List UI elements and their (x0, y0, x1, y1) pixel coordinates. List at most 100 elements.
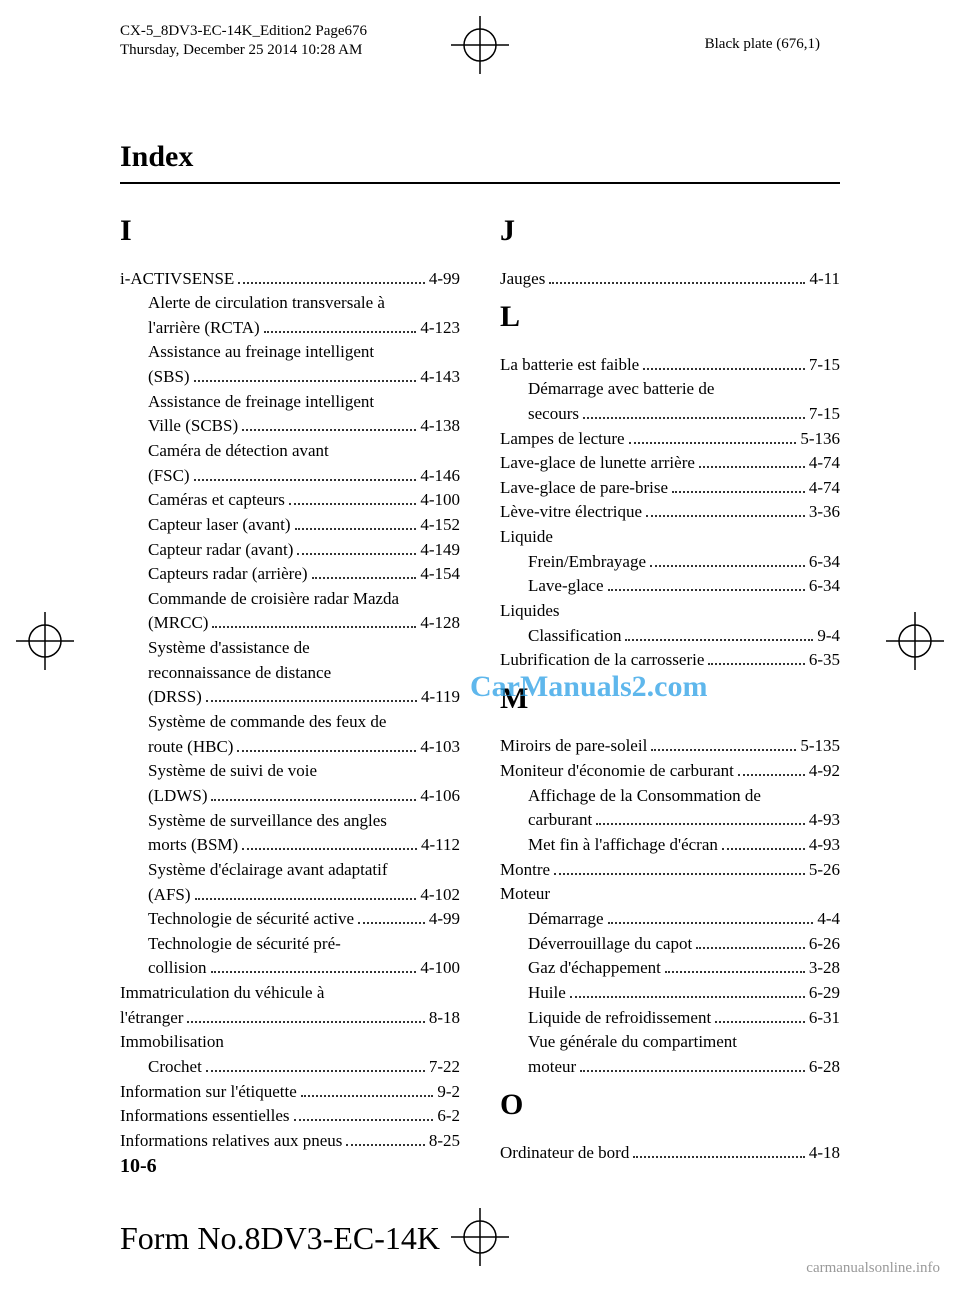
index-entry-page: 4-103 (420, 735, 460, 760)
index-entry-label: Informations relatives aux pneus (120, 1129, 342, 1154)
index-entry: (MRCC) 4-128 (120, 611, 460, 636)
index-entry-label: Liquide de refroidissement (528, 1006, 711, 1031)
index-entry-label: Met fin à l'affichage d'écran (528, 833, 718, 858)
index-entry-page: 5-136 (800, 427, 840, 452)
index-entry-line: Système d'éclairage avant adaptatif (120, 858, 460, 883)
print-header: CX-5_8DV3-EC-14K_Edition2 Page676 Thursd… (120, 22, 367, 60)
index-entry-label: Technologie de sécurité active (148, 907, 354, 932)
leader-dots (650, 555, 805, 566)
leader-dots (297, 543, 416, 554)
index-entry-label: Capteurs radar (arrière) (148, 562, 308, 587)
index-entry-label: Ordinateur de bord (500, 1141, 629, 1166)
index-entry: (DRSS) 4-119 (120, 685, 460, 710)
registration-mark-icon (451, 1208, 509, 1266)
leader-dots (211, 790, 416, 801)
index-entry-label: carburant (528, 808, 592, 833)
index-entry-line: Moteur (500, 882, 840, 907)
leader-dots (212, 617, 416, 628)
index-entry-line: Système d'assistance de (120, 636, 460, 661)
print-header-line2: Thursday, December 25 2014 10:28 AM (120, 41, 367, 60)
index-entry-label: (DRSS) (148, 685, 202, 710)
index-entry-line: Démarrage avec batterie de (500, 377, 840, 402)
index-entry-label: Montre (500, 858, 550, 883)
leader-dots (738, 765, 805, 776)
index-entry-label: (FSC) (148, 464, 190, 489)
index-columns: Ii-ACTIVSENSE 4-99Alerte de circulation … (120, 205, 840, 1166)
index-entry-page: 4-138 (420, 414, 460, 439)
leader-dots (596, 814, 805, 825)
index-entry-label: route (HBC) (148, 735, 233, 760)
index-entry-page: 4-119 (421, 685, 460, 710)
index-entry-label: (LDWS) (148, 784, 207, 809)
index-entry: Lubrification de la carrosserie 6-35 (500, 648, 840, 673)
index-letter: J (500, 209, 840, 253)
index-entry-page: 7-15 (809, 402, 840, 427)
index-entry-page: 4-152 (420, 513, 460, 538)
index-entry-page: 3-28 (809, 956, 840, 981)
index-entry-label: Lave-glace de pare-brise (500, 476, 668, 501)
index-entry: Ville (SCBS) 4-138 (120, 414, 460, 439)
index-entry-page: 4-100 (420, 956, 460, 981)
index-entry-label: Classification (528, 624, 621, 649)
index-entry-page: 4-149 (420, 538, 460, 563)
index-entry-line: reconnaissance de distance (120, 661, 460, 686)
index-entry-page: 9-2 (437, 1080, 460, 1105)
section-title: Index (120, 140, 193, 174)
index-entry-page: 6-34 (809, 550, 840, 575)
index-entry-page: 5-26 (809, 858, 840, 883)
leader-dots (583, 408, 805, 419)
index-entry-label: Caméras et capteurs (148, 488, 285, 513)
leader-dots (358, 913, 425, 924)
leader-dots (294, 1110, 434, 1121)
leader-dots (722, 839, 805, 850)
print-header-line1: CX-5_8DV3-EC-14K_Edition2 Page676 (120, 22, 367, 41)
index-entry-line: Affichage de la Consommation de (500, 784, 840, 809)
leader-dots (346, 1135, 424, 1146)
index-entry: Jauges 4-11 (500, 267, 840, 292)
index-entry: Informations essentielles 6-2 (120, 1104, 460, 1129)
index-entry-page: 4-154 (420, 562, 460, 587)
index-entry-page: 4-146 (420, 464, 460, 489)
index-entry: Déverrouillage du capot 6-26 (500, 932, 840, 957)
index-entry-line: Vue générale du compartiment (500, 1030, 840, 1055)
index-entry-page: 5-135 (800, 734, 840, 759)
index-entry-page: 3-36 (809, 500, 840, 525)
index-letter: L (500, 295, 840, 339)
index-entry: Information sur l'étiquette 9-2 (120, 1080, 460, 1105)
index-entry-page: 4-143 (420, 365, 460, 390)
horizontal-rule (120, 182, 840, 184)
leader-dots (651, 740, 796, 751)
leader-dots (312, 568, 417, 579)
index-entry: Montre 5-26 (500, 858, 840, 883)
index-entry-label: Lave-glace (528, 574, 604, 599)
index-entry: secours 7-15 (500, 402, 840, 427)
index-entry-line: Liquide (500, 525, 840, 550)
index-entry-label: Moniteur d'économie de carburant (500, 759, 734, 784)
index-entry-label: Information sur l'étiquette (120, 1080, 297, 1105)
index-entry-line: Alerte de circulation transversale à (120, 291, 460, 316)
leader-dots (187, 1011, 424, 1022)
index-entry: Capteurs radar (arrière) 4-154 (120, 562, 460, 587)
leader-dots (629, 432, 797, 443)
index-entry: Classification 9-4 (500, 624, 840, 649)
leader-dots (625, 629, 813, 640)
index-entry: l'étranger 8-18 (120, 1006, 460, 1031)
index-entry-label: moteur (528, 1055, 576, 1080)
index-entry: (FSC) 4-146 (120, 464, 460, 489)
index-entry: Frein/Embrayage 6-34 (500, 550, 840, 575)
index-entry-page: 4-11 (809, 267, 840, 292)
index-entry: Lave-glace de pare-brise 4-74 (500, 476, 840, 501)
index-entry-label: Huile (528, 981, 566, 1006)
index-entry-page: 4-100 (420, 488, 460, 513)
index-entry: Lave-glace de lunette arrière 4-74 (500, 451, 840, 476)
index-entry-line: Système de surveillance des angles (120, 809, 460, 834)
index-letter: I (120, 209, 460, 253)
index-entry-label: l'arrière (RCTA) (148, 316, 260, 341)
index-entry: Met fin à l'affichage d'écran 4-93 (500, 833, 840, 858)
leader-dots (646, 506, 805, 517)
index-entry: Caméras et capteurs 4-100 (120, 488, 460, 513)
index-entry-label: (AFS) (148, 883, 191, 908)
registration-mark-icon (16, 612, 74, 670)
index-entry: Lampes de lecture 5-136 (500, 427, 840, 452)
index-entry-label: Jauges (500, 267, 545, 292)
